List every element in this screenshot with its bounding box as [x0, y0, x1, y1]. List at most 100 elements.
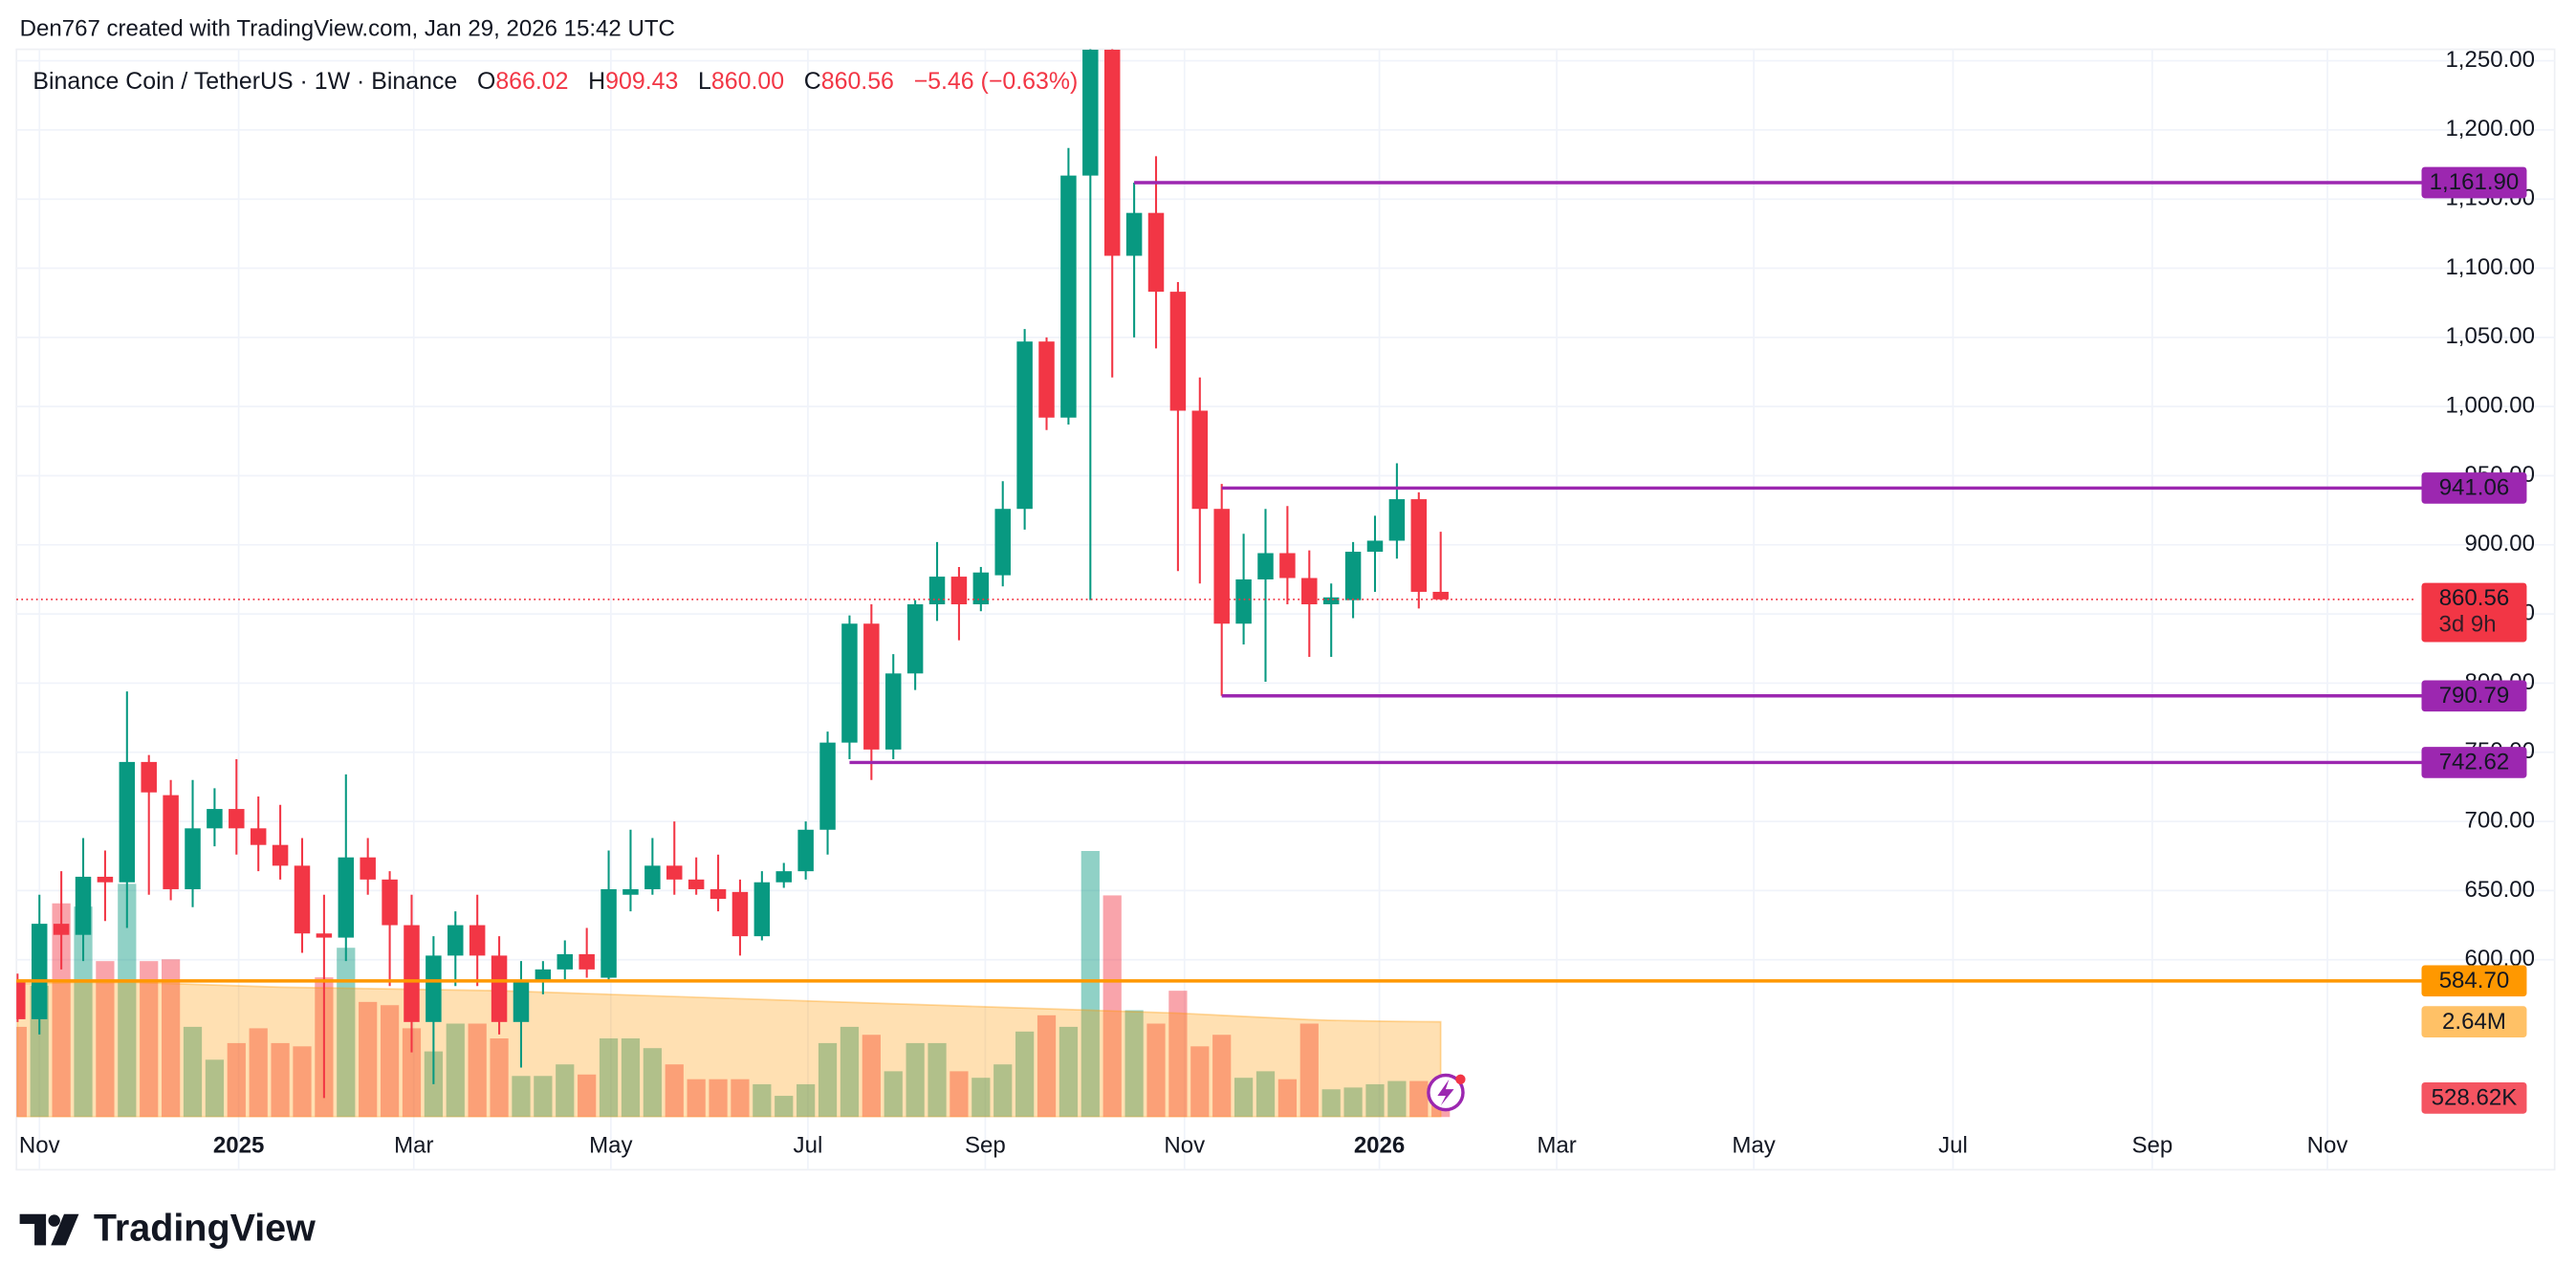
candle-body — [1344, 552, 1362, 600]
candle-body — [250, 828, 267, 845]
volume-bar — [1015, 1031, 1035, 1118]
level-label-box — [2421, 166, 2527, 199]
footer-brand: TradingView — [94, 1207, 316, 1249]
volume-bar — [74, 906, 93, 1118]
volume-pane — [16, 850, 1451, 1118]
y-tick-label: 1,100.00 — [2445, 254, 2535, 280]
candle-body — [797, 829, 814, 872]
candle-body — [535, 969, 552, 982]
volume-bar — [1146, 1023, 1166, 1118]
volume-bar — [1321, 1089, 1341, 1118]
volume-bar — [359, 1001, 378, 1118]
level-label: 1,161.90 — [2430, 169, 2520, 195]
candle-body — [1410, 499, 1428, 592]
candle-body — [338, 857, 355, 938]
legend-h: H — [588, 67, 605, 94]
candle-body — [426, 955, 442, 1022]
volume-ma-label: 2.64M — [2442, 1009, 2506, 1035]
candle-body — [928, 577, 946, 605]
candle-body — [1432, 591, 1449, 600]
volume-bar — [424, 1051, 443, 1118]
candle-body — [53, 924, 70, 935]
candle-body — [753, 882, 771, 937]
candle-body — [1388, 499, 1406, 541]
candle-body — [1082, 49, 1099, 176]
candle-body — [1322, 597, 1340, 605]
volume-bar — [1255, 1071, 1276, 1118]
candle-body — [884, 673, 902, 750]
volume-bar — [1365, 1083, 1385, 1118]
candle-body — [513, 981, 530, 1022]
volume-bar — [687, 1079, 706, 1118]
volume-ma-box — [2421, 1006, 2527, 1037]
x-tick-label: Sep — [965, 1133, 1006, 1159]
candle-body — [469, 925, 486, 956]
candle-body — [950, 577, 968, 605]
volume-bar — [534, 1076, 553, 1118]
overlay: 1,161.90 941.06 790.79 742.62 584.70 860.563d… — [16, 166, 2527, 1114]
candle-body — [579, 953, 595, 970]
volume-bar — [337, 948, 356, 1118]
volume-bar — [1387, 1080, 1407, 1118]
candle-body — [1016, 341, 1033, 510]
volume-bar — [161, 959, 181, 1118]
candle-body — [1147, 212, 1165, 293]
volume-bar — [402, 1028, 422, 1118]
level-label: 790.79 — [2439, 683, 2510, 709]
candle-body — [1191, 410, 1209, 510]
candle-body — [404, 925, 420, 1022]
volume-bar — [1343, 1087, 1363, 1118]
candle-body — [229, 809, 245, 829]
candle-body — [819, 742, 836, 830]
last-price-box — [2421, 582, 2527, 643]
candle-body — [75, 876, 92, 935]
candle-body — [1301, 578, 1318, 605]
candle-body — [863, 623, 880, 750]
y-tick-label: 1,000.00 — [2445, 393, 2535, 419]
volume-bar — [183, 1026, 203, 1118]
y-tick-label: 1,250.00 — [2445, 47, 2535, 73]
candle-body — [731, 891, 749, 937]
candle-body — [382, 879, 398, 926]
candle-body — [448, 925, 464, 956]
volume-bar — [840, 1026, 860, 1118]
candle-body — [31, 924, 48, 1019]
volume-bar — [227, 1042, 246, 1118]
countdown-label: 3d 9h — [2439, 612, 2497, 638]
x-tick-label: 2025 — [213, 1133, 264, 1159]
legend-open: 866.02 — [495, 67, 568, 94]
level-label-box — [2421, 680, 2527, 712]
candle-body — [1235, 578, 1252, 624]
volume-bar — [797, 1083, 816, 1118]
y-tick-label: 700.00 — [2464, 807, 2535, 833]
legend: Binance Coin / TetherUS · 1W · Binance O… — [33, 67, 1078, 94]
volume-bar — [884, 1071, 903, 1118]
candle-body — [1366, 540, 1384, 553]
legend-c: C — [804, 67, 821, 94]
legend-o: O — [477, 67, 495, 94]
candle-body — [775, 871, 792, 883]
level-label: 941.06 — [2439, 475, 2510, 501]
volume-bar — [490, 1038, 509, 1118]
x-tick-label: 2026 — [1354, 1133, 1406, 1159]
volume-bar — [621, 1038, 641, 1118]
volume-bar — [249, 1028, 268, 1118]
y-tick-label: 1,200.00 — [2445, 116, 2535, 142]
volume-bar — [1168, 991, 1188, 1118]
x-tick-label: May — [589, 1133, 632, 1159]
level-label-box — [2421, 747, 2527, 778]
legend-line: Binance Coin / TetherUS · 1W · Binance O… — [33, 67, 1078, 94]
volume-bar — [205, 1059, 225, 1118]
candle-body — [1213, 509, 1230, 624]
legend-close: 860.56 — [821, 67, 894, 94]
volume-bar — [950, 1071, 969, 1118]
x-tick-label: Mar — [394, 1133, 433, 1159]
volume-bar — [753, 1083, 772, 1118]
volume-bar — [928, 1042, 947, 1118]
volume-bar — [862, 1035, 881, 1118]
volume-bar — [665, 1064, 684, 1118]
volume-bar — [52, 903, 71, 1118]
volume-bar — [512, 1076, 531, 1118]
symbol: Binance Coin / TetherUS · 1W · Binance — [33, 67, 457, 94]
volume-bar — [1081, 850, 1100, 1118]
